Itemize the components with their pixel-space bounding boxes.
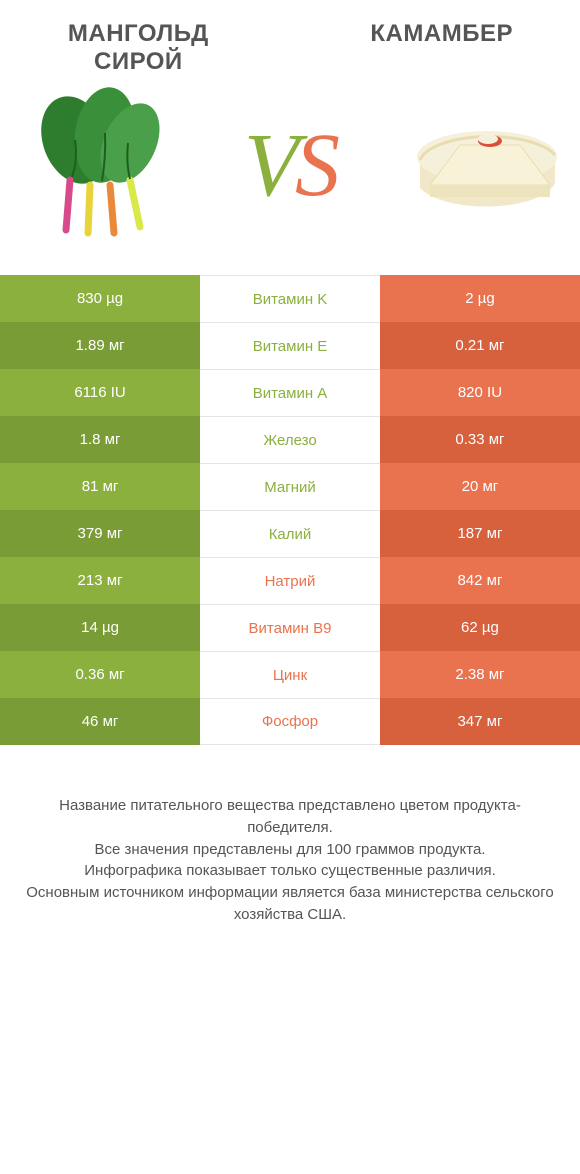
value-left: 14 µg: [0, 604, 200, 651]
value-right: 20 мг: [380, 463, 580, 510]
nutrient-name: Витамин B9: [200, 604, 380, 651]
nutrient-name: Магний: [200, 463, 380, 510]
value-left: 830 µg: [0, 275, 200, 322]
nutrient-name: Калий: [200, 510, 380, 557]
value-right: 0.21 мг: [380, 322, 580, 369]
nutrient-name: Натрий: [200, 557, 380, 604]
table-row: 379 мгКалий187 мг: [0, 510, 580, 557]
footer-line: Все значения представлены для 100 граммо…: [20, 839, 560, 861]
value-right: 842 мг: [380, 557, 580, 604]
value-left: 1.89 мг: [0, 322, 200, 369]
header: МАНГОЛЬД СИРОЙ КАМАМБЕР: [0, 0, 580, 75]
product-image-left: [20, 85, 180, 245]
value-left: 6116 IU: [0, 369, 200, 416]
footer-line: Основным источником информации является …: [20, 882, 560, 926]
comparison-table: 830 µgВитамин K2 µg1.89 мгВитамин E0.21 …: [0, 275, 580, 745]
nutrient-name: Фосфор: [200, 698, 380, 745]
product-title-right: КАМАМБЕР: [333, 20, 550, 48]
table-row: 46 мгФосфор347 мг: [0, 698, 580, 745]
vs-v: V: [244, 116, 295, 215]
table-row: 213 мгНатрий842 мг: [0, 557, 580, 604]
nutrient-name: Железо: [200, 416, 380, 463]
vs-label: VS: [244, 114, 336, 217]
value-left: 46 мг: [0, 698, 200, 745]
product-image-right: [400, 85, 560, 245]
nutrient-name: Цинк: [200, 651, 380, 698]
image-row: VS: [0, 75, 580, 275]
nutrient-name: Витамин K: [200, 275, 380, 322]
value-left: 0.36 мг: [0, 651, 200, 698]
value-left: 1.8 мг: [0, 416, 200, 463]
value-right: 187 мг: [380, 510, 580, 557]
footer-line: Инфографика показывает только существенн…: [20, 860, 560, 882]
vs-s: S: [295, 116, 336, 215]
nutrient-name: Витамин E: [200, 322, 380, 369]
table-row: 14 µgВитамин B962 µg: [0, 604, 580, 651]
table-row: 1.8 мгЖелезо0.33 мг: [0, 416, 580, 463]
value-right: 347 мг: [380, 698, 580, 745]
table-row: 1.89 мгВитамин E0.21 мг: [0, 322, 580, 369]
value-right: 62 µg: [380, 604, 580, 651]
table-row: 830 µgВитамин K2 µg: [0, 275, 580, 322]
table-row: 6116 IUВитамин A820 IU: [0, 369, 580, 416]
product-title-left: МАНГОЛЬД СИРОЙ: [30, 20, 247, 75]
value-left: 213 мг: [0, 557, 200, 604]
footer-line: Название питательного вещества представл…: [20, 795, 560, 839]
value-right: 820 IU: [380, 369, 580, 416]
nutrient-name: Витамин A: [200, 369, 380, 416]
infographic-container: МАНГОЛЬД СИРОЙ КАМАМБЕР VS: [0, 0, 580, 966]
value-left: 379 мг: [0, 510, 200, 557]
table-row: 0.36 мгЦинк2.38 мг: [0, 651, 580, 698]
footer-text: Название питательного вещества представл…: [0, 745, 580, 966]
value-left: 81 мг: [0, 463, 200, 510]
value-right: 2.38 мг: [380, 651, 580, 698]
table-row: 81 мгМагний20 мг: [0, 463, 580, 510]
value-right: 0.33 мг: [380, 416, 580, 463]
value-right: 2 µg: [380, 275, 580, 322]
